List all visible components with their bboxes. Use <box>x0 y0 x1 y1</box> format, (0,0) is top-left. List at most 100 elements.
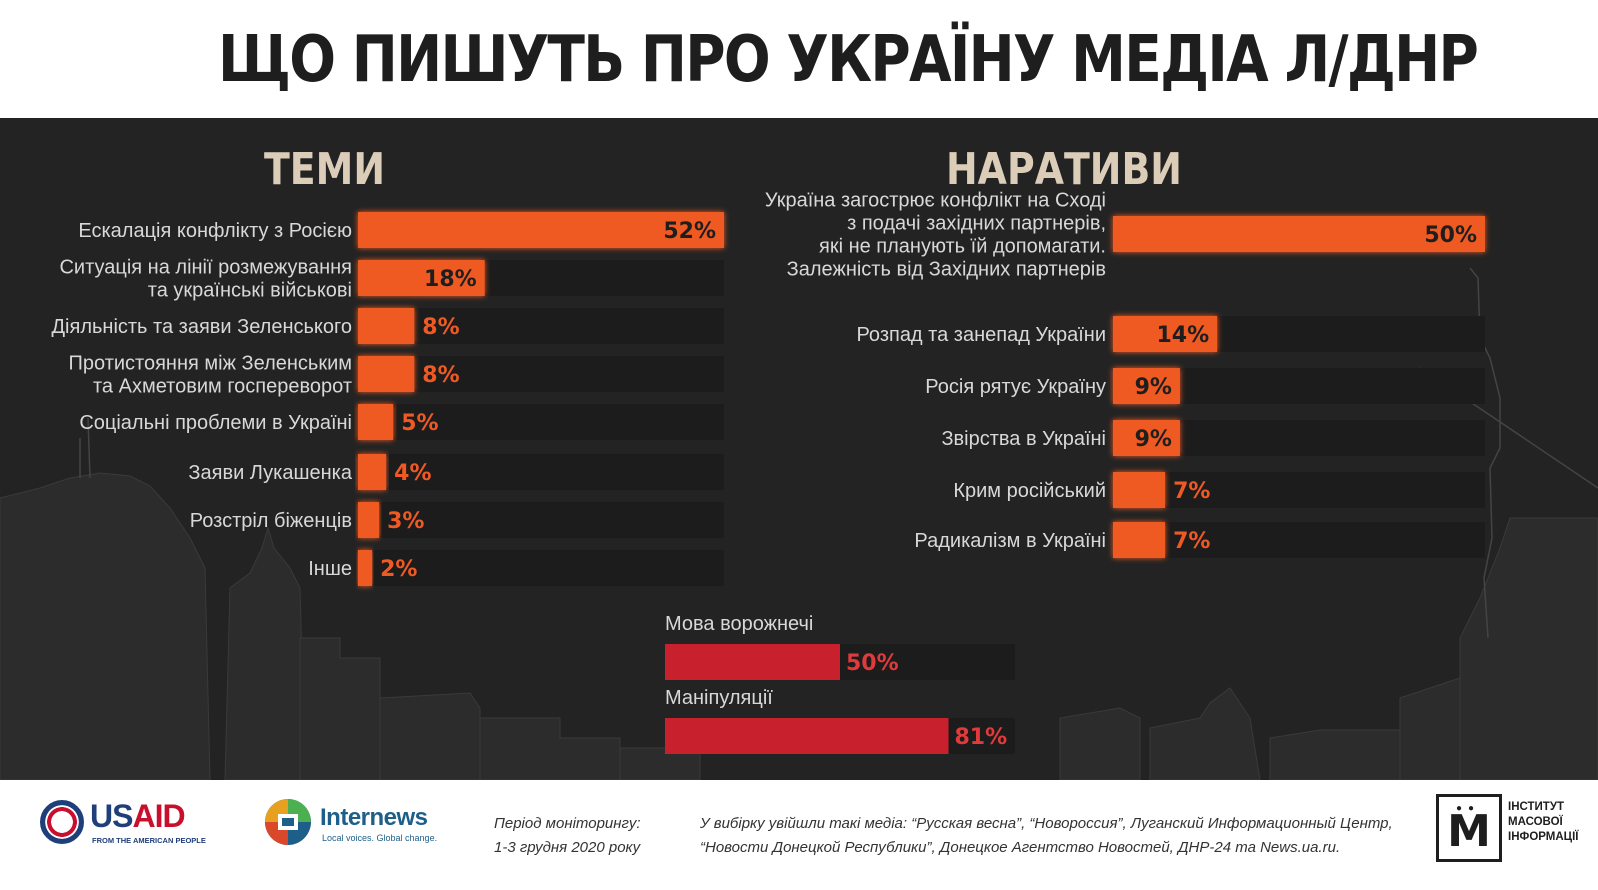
imi-logo: ●● M ІНСТИТУТ МАСОВОЇ ІНФОРМАЦІЇ <box>1436 794 1584 866</box>
narrative-bar <box>1113 216 1485 252</box>
narrative-bar <box>1113 522 1166 558</box>
narrative-bar-track <box>1113 472 1485 508</box>
imi-logo-mark: ●● M <box>1436 794 1502 862</box>
category-label-line: Крим російський <box>953 480 1106 502</box>
usaid-seal-icon <box>40 800 84 844</box>
internews-wordmark: Internews <box>320 804 428 831</box>
narrative-bar-track <box>1113 522 1485 558</box>
topic-value-label: 8% <box>422 363 459 388</box>
narrative-value-label: 7% <box>1173 529 1210 554</box>
internews-logo: Internews Local voices. Global change. <box>264 798 444 854</box>
narrative-value-label: 7% <box>1173 479 1210 504</box>
narrative-bar <box>1113 472 1166 508</box>
category-label-line: та Ахметовим госпереворот <box>93 376 352 398</box>
narrative-category-label: Крим російський <box>953 480 1106 502</box>
topic-category-label: Заяви Лукашенка <box>188 462 352 484</box>
topic-bar-track <box>358 454 724 490</box>
internews-icon <box>265 799 311 845</box>
narrative-value-label: 14% <box>1156 323 1209 348</box>
topic-value-label: 5% <box>401 411 438 436</box>
topic-bar-track <box>358 308 724 344</box>
media-sources-note: У вибірку увійшли такі медіа: “Русская в… <box>700 812 1393 860</box>
city-skyline-background <box>0 267 1598 780</box>
category-label-line: Росія рятує Україну <box>925 376 1106 398</box>
sources-line: “Новости Донецкой Республики”, Донецкое … <box>700 839 1341 856</box>
topic-category-label: Соціальні проблеми в Україні <box>79 412 352 434</box>
category-label-line: Інше <box>308 558 352 580</box>
narrative-bar <box>1113 420 1180 456</box>
period-label: Період моніторингу: <box>494 815 641 832</box>
category-label-line: Розпад та занепад України <box>856 324 1106 346</box>
topic-bar-track <box>358 404 724 440</box>
narrative-category-label: Звірства в Україні <box>941 428 1106 450</box>
category-label-line: Діяльність та заяви Зеленського <box>52 316 353 338</box>
period-dates: 1-3 грудня 2020 року <box>494 839 641 856</box>
narrative-category-label: Росія рятує Україну <box>925 376 1106 398</box>
topic-bar <box>358 502 380 538</box>
internews-tagline: Local voices. Global change. <box>322 833 438 843</box>
bar-charts: 52% Ескалація конфлікту з Росією 18% Ситуац… <box>52 190 1485 754</box>
category-label-line: які не планують їй допомагати. <box>819 236 1106 258</box>
footer: USAID FROM THE AMERICAN PEOPLE Internews… <box>0 780 1598 890</box>
topic-category-label: Розстріл біженців <box>190 510 352 532</box>
category-label-line: Радикалізм в Україні <box>914 530 1106 552</box>
category-label-line: та українські військові <box>148 280 352 302</box>
topic-value-label: 18% <box>424 267 477 292</box>
usaid-wordmark: USAID <box>90 798 186 834</box>
topic-bar <box>358 454 387 490</box>
indicator-bar <box>665 644 840 680</box>
topic-bar-track <box>358 502 724 538</box>
category-label-line: Звірства в Україні <box>941 428 1106 450</box>
narrative-bar <box>1113 316 1218 352</box>
category-label-line: з подачі західних партнерів, <box>847 213 1106 235</box>
usaid-tagline: FROM THE AMERICAN PEOPLE <box>92 836 206 845</box>
topics-section-title: ТЕМИ <box>264 144 385 195</box>
narrative-value-label: 9% <box>1135 375 1172 400</box>
topic-category-label: Протистояння між Зеленським та Ахметовим … <box>69 353 352 398</box>
page-title: ЩО ПИШУТЬ ПРО УКРАЇНУ МЕДІА Л/ДНР <box>218 23 1479 97</box>
usaid-logo: USAID FROM THE AMERICAN PEOPLE <box>40 798 206 856</box>
topic-bar <box>358 308 415 344</box>
narrative-category-label: Україна загострює конфлікт на Сході з под… <box>765 190 1106 281</box>
topic-bar <box>358 550 373 586</box>
category-label-line: Залежність від Західних партнерів <box>787 259 1106 281</box>
topic-bar <box>358 356 415 392</box>
narratives-section-title: НАРАТИВИ <box>946 144 1182 195</box>
topic-value-label: 3% <box>387 509 424 534</box>
topic-category-label: Інше <box>308 558 352 580</box>
topic-value-label: 52% <box>663 219 716 244</box>
category-label-line: Ситуація на лінії розмежування <box>59 257 352 279</box>
topic-bar <box>358 212 724 248</box>
header: ЩО ПИШУТЬ ПРО УКРАЇНУ МЕДІА Л/ДНР <box>0 0 1598 118</box>
topic-bar-track <box>358 356 724 392</box>
topic-bar <box>358 260 485 296</box>
topic-value-label: 4% <box>394 461 431 486</box>
indicator-bar <box>665 718 949 754</box>
indicator-category-label: Мова ворожнечі <box>665 613 813 635</box>
category-label-line: Соціальні проблеми в Україні <box>79 412 352 434</box>
topic-category-label: Ситуація на лінії розмежування та українс… <box>59 257 352 302</box>
narrative-bar <box>1113 368 1180 404</box>
narrative-category-label: Розпад та занепад України <box>856 324 1106 346</box>
topic-category-label: Діяльність та заяви Зеленського <box>52 316 353 338</box>
topic-value-label: 8% <box>422 315 459 340</box>
category-label-line: Ескалація конфлікту з Росією <box>78 220 352 242</box>
infographic-panel: ТЕМИ НАРАТИВИ 52% Ескалація конфлікту з Р… <box>0 118 1598 780</box>
imi-wordmark: ІНСТИТУТ МАСОВОЇ ІНФОРМАЦІЇ <box>1508 801 1579 843</box>
category-label-line: Розстріл біженців <box>190 510 352 532</box>
indicator-category-label: Маніпуляції <box>665 687 773 709</box>
topic-bar-track <box>358 550 724 586</box>
category-label-line: Україна загострює конфлікт на Сході <box>765 190 1106 212</box>
category-label-line: Заяви Лукашенка <box>188 462 352 484</box>
topic-category-label: Ескалація конфлікту з Росією <box>78 220 352 242</box>
indicator-value-label: 50% <box>846 651 899 676</box>
category-label-line: Протистояння між Зеленським <box>69 353 352 375</box>
narrative-value-label: 50% <box>1424 223 1477 248</box>
indicator-value-label: 81% <box>955 725 1008 750</box>
sources-line: У вибірку увійшли такі медіа: “Русская в… <box>700 815 1393 832</box>
topic-value-label: 2% <box>380 557 417 582</box>
topic-bar <box>358 404 394 440</box>
monitoring-period: Період моніторингу: 1-3 грудня 2020 року <box>494 812 641 860</box>
narrative-value-label: 9% <box>1135 427 1172 452</box>
narrative-category-label: Радикалізм в Україні <box>914 530 1106 552</box>
